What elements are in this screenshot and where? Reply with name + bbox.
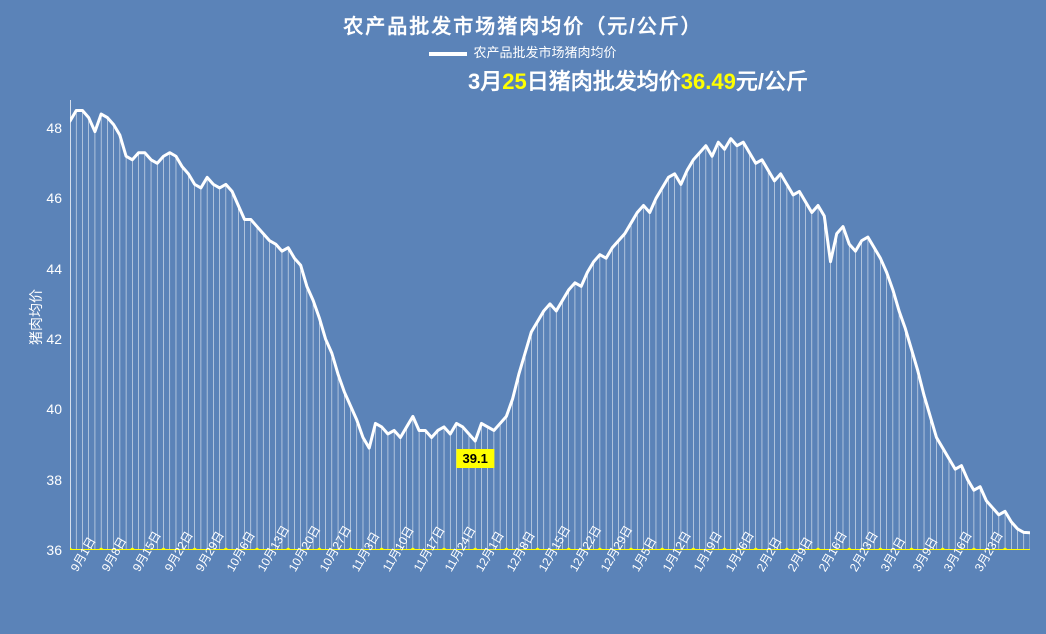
y-tick-label: 46 [46, 190, 62, 206]
plot-area: 3638404244464839.1 [70, 100, 1030, 550]
data-callout: 39.1 [457, 449, 494, 468]
highlight-annotation: 3月25日猪肉批发均价36.49元/公斤 [0, 64, 1046, 96]
y-tick-label: 48 [46, 120, 62, 136]
x-axis-ticks: 9月1日9月8日9月15日9月22日9月29日10月6日10月13日10月20日… [70, 558, 1030, 628]
chart-svg [70, 100, 1030, 550]
y-tick-label: 40 [46, 401, 62, 417]
y-tick-label: 42 [46, 331, 62, 347]
y-axis-title: 猪肉均价 [26, 289, 46, 345]
legend: 农产品批发市场猪肉均价 [0, 42, 1046, 61]
y-tick-label: 38 [46, 472, 62, 488]
y-tick-label: 36 [46, 542, 62, 558]
legend-line-sample [429, 52, 467, 56]
chart-title: 农产品批发市场猪肉均价（元/公斤） [0, 10, 1046, 39]
legend-label: 农产品批发市场猪肉均价 [473, 45, 616, 60]
y-tick-label: 44 [46, 261, 62, 277]
